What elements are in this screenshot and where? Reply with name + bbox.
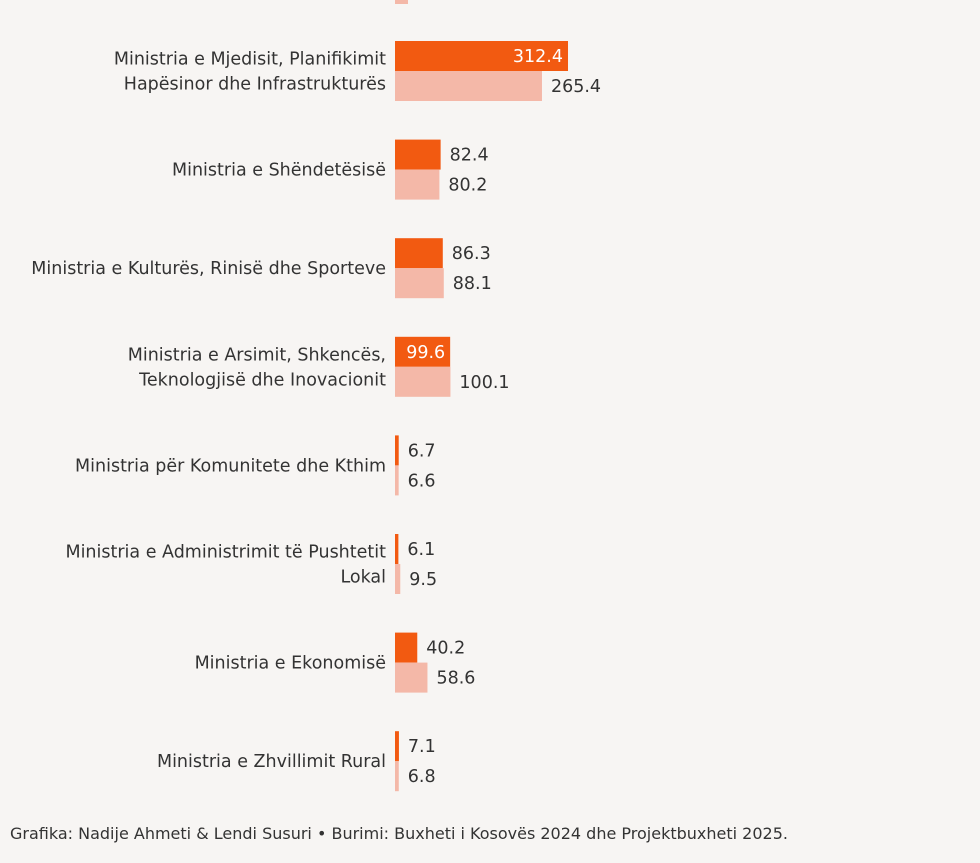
- bar-2025: [395, 761, 399, 792]
- value-label: 9.5: [409, 570, 437, 590]
- bar-group: Ministria për Komunitete dhe Kthim 6.7 6.6: [75, 435, 436, 496]
- value-label: 6.8: [408, 767, 436, 787]
- value-label: 6.7: [408, 441, 436, 461]
- bar-2025: [395, 366, 451, 397]
- category-label: Ministria e Arsimit, Shkencës,: [128, 345, 386, 365]
- value-label: 100.1: [459, 373, 509, 393]
- value-label: 6.1: [407, 540, 435, 560]
- value-label: 6.6: [408, 471, 436, 491]
- value-label: 58.6: [436, 669, 475, 689]
- bar-2025: [395, 268, 444, 299]
- bar-group: Ministria e Mjedisit, Planifikimit Hapësi…: [114, 41, 601, 101]
- bar-2024: [395, 435, 399, 466]
- bar-group: Ministria e Administrimit të Pushtetit Lo…: [65, 534, 437, 594]
- bar-2024: [395, 731, 399, 762]
- category-label: Ministria e Shëndetësisë: [172, 161, 386, 181]
- category-label: Ministria e Zhvillimit Rural: [157, 752, 386, 772]
- value-label: 99.6: [406, 343, 445, 363]
- value-label: 82.4: [450, 146, 489, 166]
- bar-group: Ministria e Kulturës, Rinisë dhe Sportev…: [31, 238, 492, 299]
- bar-group: Ministria e Zhvillimit Rural 7.1 6.8: [157, 731, 436, 792]
- category-label: Ministria e Ekonomisë: [195, 654, 386, 674]
- value-label: 7.1: [408, 737, 436, 757]
- category-label: Hapësinor dhe Infrastrukturës: [124, 75, 386, 95]
- bar-group: Ministria e Ekonomisë 40.2 58.6: [195, 632, 475, 693]
- bar-2024: [395, 41, 569, 71]
- clipped-bar-top: [395, 0, 408, 4]
- category-label: Ministria e Kulturës, Rinisë dhe Sportev…: [31, 259, 386, 279]
- bar-2025: [395, 71, 542, 101]
- bar-2025: [395, 169, 440, 200]
- value-label: 312.4: [513, 47, 563, 67]
- category-label: Ministria e Administrimit të Pushtetit: [65, 543, 386, 563]
- bar-2024: [395, 139, 441, 170]
- value-label: 80.2: [448, 176, 487, 196]
- category-label: Lokal: [340, 568, 386, 588]
- category-label: Teknologjisë dhe Inovacionit: [138, 370, 386, 390]
- value-label: 265.4: [551, 77, 601, 97]
- bar-2024: [395, 534, 399, 564]
- bar-2024: [395, 336, 451, 367]
- bar-2025: [395, 465, 399, 496]
- bar-group: Ministria e Shëndetësisë 82.4 80.2: [172, 139, 489, 200]
- bar-2024: [395, 632, 418, 663]
- category-label: Ministria e Mjedisit, Planifikimit: [114, 50, 386, 70]
- value-label: 86.3: [452, 244, 491, 264]
- value-label: 88.1: [453, 274, 492, 294]
- category-label: Ministria për Komunitete dhe Kthim: [75, 456, 386, 476]
- bar-2024: [395, 238, 443, 269]
- bar-group: Ministria e Arsimit, Shkencës, Teknologji…: [128, 336, 510, 397]
- value-label: 40.2: [426, 639, 465, 659]
- bar-2025: [395, 662, 428, 693]
- bar-2025: [395, 564, 401, 594]
- source-credit: Grafika: Nadije Ahmeti & Lendi Susuri • …: [10, 824, 788, 843]
- bar-chart: Ministria e Mjedisit, Planifikimit Hapësi…: [31, 0, 601, 792]
